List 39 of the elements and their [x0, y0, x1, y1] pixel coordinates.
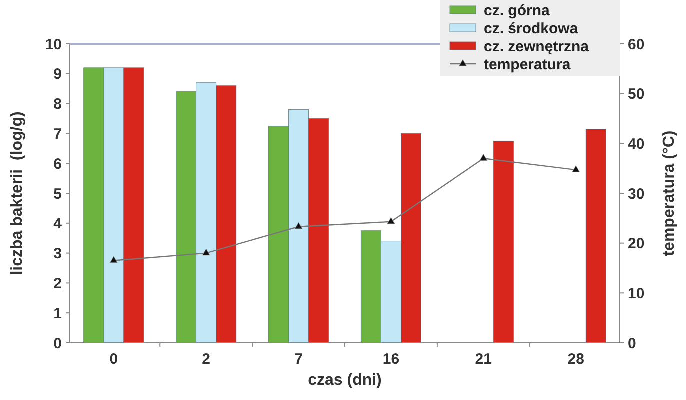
point — [572, 166, 580, 172]
legend-label: cz. górna — [484, 2, 550, 20]
legend-label: cz. środkowa — [484, 20, 579, 38]
point — [110, 256, 118, 264]
y-axis-title: liczba bakterii (log/g) — [9, 112, 26, 276]
x-tick-label: 2 — [202, 351, 211, 368]
y-tick-label: 9 — [54, 66, 62, 84]
y-tick-label: 2 — [54, 275, 62, 292]
y-tick-label: 7 — [54, 126, 62, 143]
y2-tick-label: 40 — [628, 136, 645, 153]
y-tick-label: 4 — [54, 216, 63, 233]
point — [294, 222, 303, 230]
bar — [586, 129, 606, 344]
x-tick-label: 7 — [294, 351, 303, 368]
y-tick-label: 6 — [54, 156, 62, 173]
y-tick-label: 8 — [54, 96, 62, 114]
y2-tick-label: 0 — [628, 335, 636, 352]
y2-axis-title: temperatura (°C) — [661, 130, 678, 256]
y2-tick-label: 20 — [628, 236, 645, 253]
point — [480, 154, 488, 161]
x-axis-title: czas (dni) — [308, 372, 382, 389]
x-tick-label: 21 — [475, 351, 492, 368]
y-tick-label: 0 — [54, 335, 62, 352]
x-tick-label: 28 — [568, 351, 584, 368]
y2-tick-label: 10 — [628, 285, 645, 302]
y-tick-label: 1 — [54, 305, 62, 322]
y2-tick-label: 30 — [628, 186, 645, 203]
point — [387, 218, 396, 224]
y-tick-label: 5 — [54, 186, 62, 203]
legend-label: temperatura — [484, 56, 572, 74]
y2-tick-label: 50 — [628, 86, 645, 104]
bar — [493, 140, 514, 344]
x-tick-label: 0 — [110, 351, 118, 368]
y-tick-label: 3 — [54, 246, 62, 263]
legend-label: cz. zewnętrzna — [484, 38, 590, 56]
y-tick-label: 10 — [45, 36, 62, 54]
point — [202, 248, 210, 256]
y2-tick-label: 60 — [628, 36, 645, 54]
x-tick-label: 16 — [382, 351, 400, 368]
